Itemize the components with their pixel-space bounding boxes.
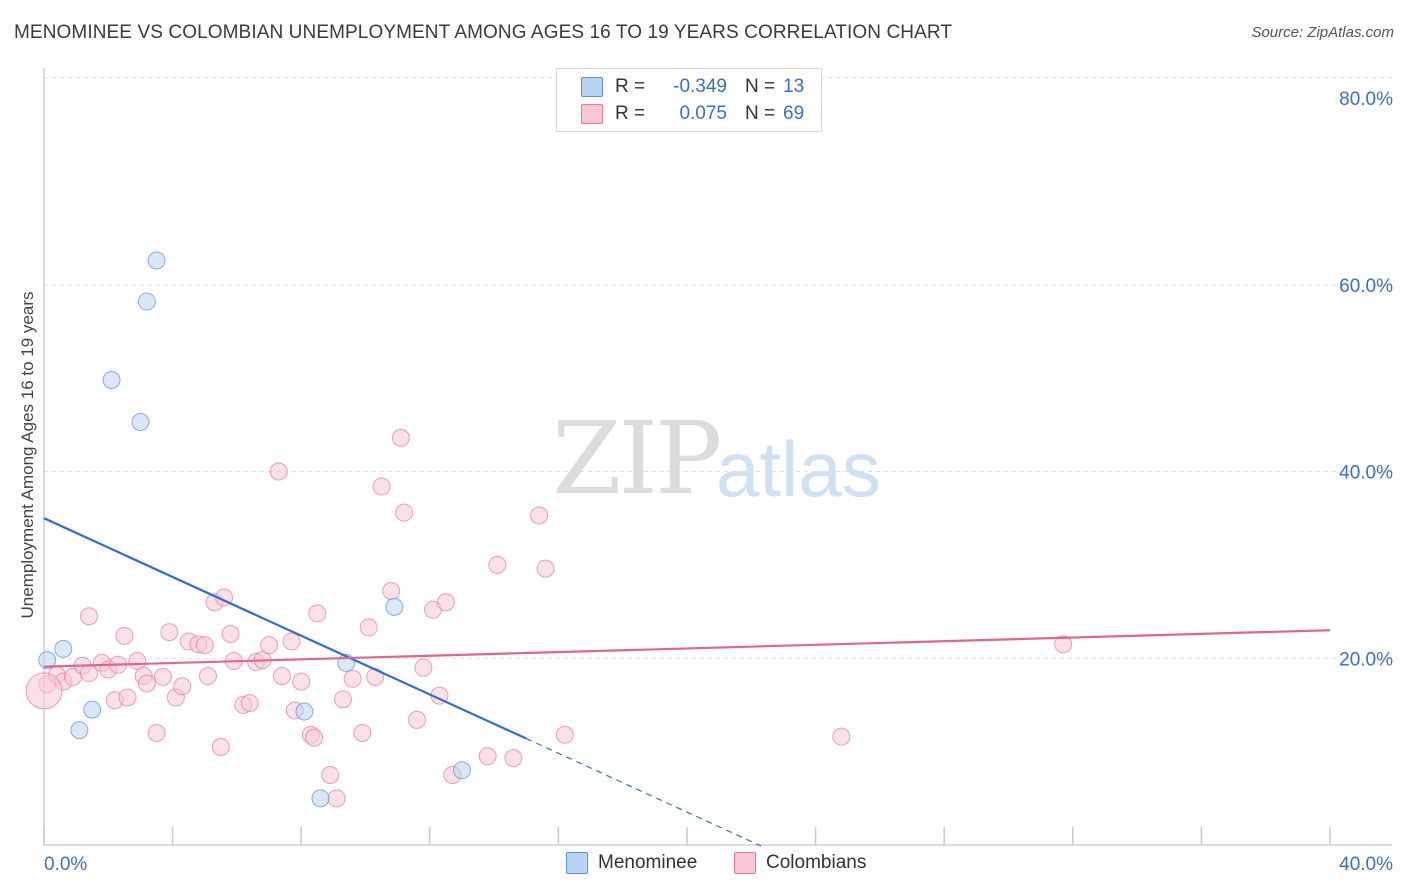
point-colombians-51 (382, 582, 401, 601)
point-colombians-11 (115, 626, 134, 645)
n-label: N = (745, 76, 776, 97)
n-label: N = (745, 103, 776, 124)
point-colombians-20 (173, 677, 192, 696)
series-swatch-menominee (566, 852, 588, 874)
point-menominee-6 (137, 292, 156, 311)
point-menominee-4 (102, 370, 121, 389)
point-menominee-2 (70, 721, 89, 740)
point-colombians-13 (128, 652, 147, 671)
r-label: R = (615, 103, 646, 124)
point-colombians-43 (321, 765, 340, 784)
point-colombians-61 (488, 555, 507, 574)
point-colombians-58 (436, 593, 455, 612)
trendline-menominee (43, 517, 527, 740)
trendline-colombians (43, 629, 1331, 668)
point-colombians-50 (372, 477, 391, 496)
source-label: Source: ZipAtlas.com (1251, 24, 1394, 41)
point-menominee-11 (385, 597, 404, 616)
series-label-colombians: Colombians (766, 852, 867, 873)
correlation-legend: R = -0.349 N = 13 R = 0.075 N = 69 (556, 68, 822, 132)
point-colombians-37 (282, 632, 301, 651)
legend-row-menominee: R = -0.349 N = 13 (581, 75, 804, 99)
point-menominee-3 (83, 700, 102, 719)
r-value-colombians: 0.075 (679, 103, 727, 124)
series-legend: Menominee Colombians (0, 852, 1406, 878)
point-colombians-54 (407, 710, 426, 729)
n-value-colombians: 69 (783, 103, 805, 124)
r-label: R = (615, 76, 646, 97)
point-menominee-1 (54, 639, 73, 658)
watermark-zip: ZIP (552, 400, 722, 517)
point-colombians-18 (160, 623, 179, 642)
x-tick-label-max: 40.0% (1339, 854, 1393, 875)
y-tick-label-40: 40.0% (1339, 463, 1393, 484)
point-colombians-17 (153, 667, 172, 686)
point-menominee-0 (38, 651, 57, 670)
point-colombians-23 (195, 636, 214, 655)
series-legend-menominee[interactable]: Menominee (566, 852, 697, 874)
point-menominee-9 (311, 789, 330, 808)
legend-swatch-menominee (581, 77, 603, 97)
point-colombians-31 (240, 694, 259, 713)
point-colombians-26 (211, 737, 230, 756)
y-tick-label-60: 60.0% (1339, 276, 1393, 297)
point-colombians-24 (198, 666, 217, 685)
point-colombians-52 (391, 428, 410, 447)
point-colombians-64 (536, 559, 555, 578)
series-label-menominee: Menominee (598, 852, 698, 873)
point-colombians-15 (137, 674, 156, 693)
point-colombians-42 (308, 604, 327, 623)
r-value-menominee: -0.349 (673, 76, 727, 97)
point-colombians-47 (353, 723, 372, 742)
point-menominee-8 (295, 702, 314, 721)
point-colombians-39 (292, 672, 311, 691)
point-colombians-36 (272, 666, 291, 685)
point-menominee-12 (452, 761, 471, 780)
watermark-atlas: atlas (716, 425, 881, 513)
chart-title: MENOMINEE VS COLOMBIAN UNEMPLOYMENT AMON… (14, 22, 953, 43)
point-colombians-6 (80, 607, 99, 626)
point-colombians-45 (333, 690, 352, 709)
x-tick-label-min: 0.0% (44, 854, 87, 875)
y-tick-label-20: 20.0% (1339, 649, 1393, 670)
point-colombians-60 (478, 747, 497, 766)
point-menominee-5 (131, 413, 150, 432)
point-colombians-68 (25, 672, 63, 710)
trendline-menominee-extension (526, 738, 762, 847)
point-colombians-62 (504, 749, 523, 768)
point-colombians-12 (118, 688, 137, 707)
point-colombians-16 (147, 723, 166, 742)
point-colombians-48 (359, 618, 378, 637)
point-colombians-44 (327, 789, 346, 808)
point-colombians-49 (366, 667, 385, 686)
point-colombians-41 (305, 728, 324, 747)
point-menominee-7 (147, 251, 166, 270)
point-colombians-35 (269, 462, 288, 481)
point-colombians-53 (395, 503, 414, 522)
series-swatch-colombians (734, 852, 756, 874)
point-colombians-55 (414, 658, 433, 677)
series-legend-colombians[interactable]: Colombians (734, 852, 866, 874)
point-colombians-28 (221, 624, 240, 643)
n-value-menominee: 13 (783, 76, 805, 97)
point-colombians-63 (530, 506, 549, 525)
point-colombians-34 (260, 636, 279, 655)
y-tick-label-80: 80.0% (1339, 89, 1393, 110)
point-colombians-67 (1054, 635, 1073, 654)
point-colombians-65 (555, 725, 574, 744)
point-colombians-66 (832, 727, 851, 746)
legend-row-colombians: R = 0.075 N = 69 (581, 102, 804, 126)
legend-swatch-colombians (581, 104, 603, 124)
point-colombians-46 (343, 669, 362, 688)
